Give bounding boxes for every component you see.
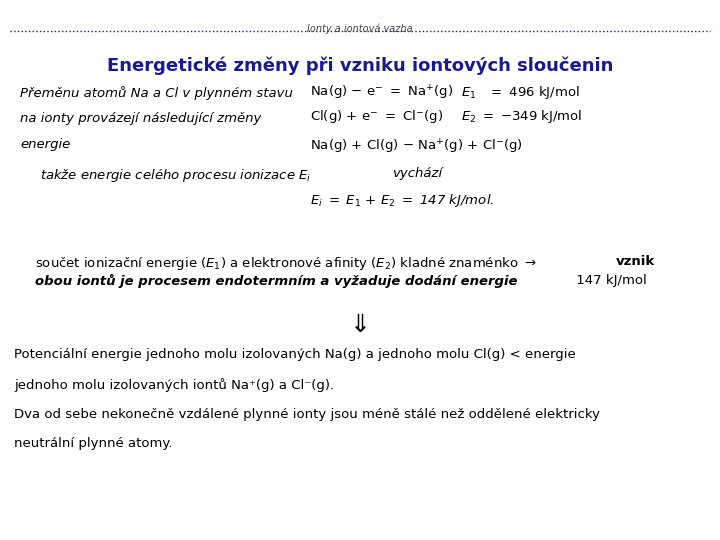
Text: Cl(g) $+$ e$^{-}$ $=$ Cl$^{-}$(g): Cl(g) $+$ e$^{-}$ $=$ Cl$^{-}$(g) (310, 108, 443, 125)
Text: obou iontů je procesem endotermním a vyžaduje dodání energie: obou iontů je procesem endotermním a vyž… (35, 274, 517, 288)
Text: takže energie celého procesu ionizace $E_{i}$: takže energie celého procesu ionizace $E… (40, 167, 311, 184)
Text: Dva od sebe nekonečně vzdálené plynné ionty jsou méně stálé než oddělené elektri: Dva od sebe nekonečně vzdálené plynné io… (14, 408, 600, 421)
Text: neutrální plynné atomy.: neutrální plynné atomy. (14, 437, 173, 450)
Text: $E_{2}$ $=$ $-$349 kJ/mol: $E_{2}$ $=$ $-$349 kJ/mol (461, 108, 582, 125)
Text: vznik: vznik (616, 255, 655, 268)
Text: Energetické změny při vzniku iontových sloučenin: Energetické změny při vzniku iontových s… (107, 57, 613, 75)
Text: vychází: vychází (392, 167, 443, 180)
Text: Přeměnu atomů Na a Cl v plynném stavu: Přeměnu atomů Na a Cl v plynném stavu (20, 86, 293, 100)
Text: $E_{i}$ $=$ $E_{1}$ $+$ $E_{2}$ $=$ 147 kJ/mol.: $E_{i}$ $=$ $E_{1}$ $+$ $E_{2}$ $=$ 147 … (310, 192, 494, 208)
Text: $E_{1}$   $=$ 496 kJ/mol: $E_{1}$ $=$ 496 kJ/mol (461, 84, 580, 100)
Text: Ionty a iontová vazba: Ionty a iontová vazba (307, 23, 413, 33)
Text: Na(g) $-$ e$^{-}$ $=$ Na$^{+}$(g): Na(g) $-$ e$^{-}$ $=$ Na$^{+}$(g) (310, 84, 453, 102)
Text: jednoho molu izolovaných iontů Na⁺(g) a Cl⁻(g).: jednoho molu izolovaných iontů Na⁺(g) a … (14, 378, 335, 392)
Text: ⇓: ⇓ (349, 313, 371, 337)
Text: 147 kJ/mol: 147 kJ/mol (572, 274, 647, 287)
Text: Na(g) $+$ Cl(g) $-$ Na$^{+}$(g) $+$ Cl$^{-}$(g): Na(g) $+$ Cl(g) $-$ Na$^{+}$(g) $+$ Cl$^… (310, 138, 523, 156)
Text: energie: energie (20, 138, 71, 151)
Text: na ionty provázejí následující změny: na ionty provázejí následující změny (20, 112, 261, 125)
Text: Potenciální energie jednoho molu izolovaných Na(g) a jednoho molu Cl(g) < energi: Potenciální energie jednoho molu izolova… (14, 348, 576, 361)
Text: součet ionizační energie ($E_{1}$) a elektronové afinity ($E_{2}$) kladné znamén: součet ionizační energie ($E_{1}$) a ele… (35, 255, 539, 272)
